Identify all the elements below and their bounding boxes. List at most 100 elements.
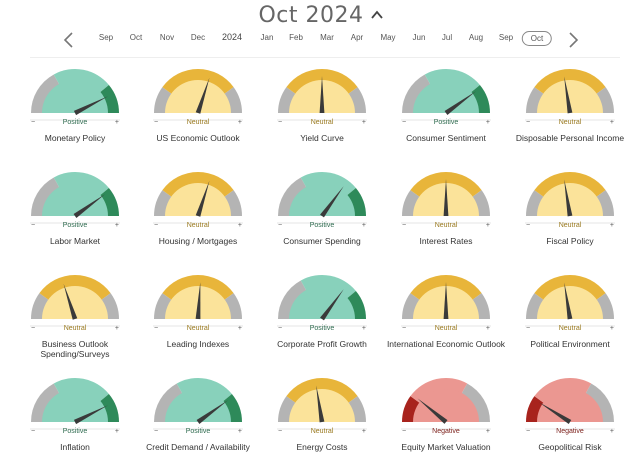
timeline-month[interactable]: Mar bbox=[320, 33, 334, 42]
timeline-month[interactable]: Oct bbox=[521, 31, 553, 46]
indicator-name: Consumer Spending bbox=[283, 236, 361, 246]
indicator-name: Consumer Sentiment bbox=[406, 133, 486, 143]
gauge-needle bbox=[63, 283, 78, 320]
status-label: Neutral bbox=[435, 222, 458, 229]
indicator-gauge[interactable]: Positive − + Consumer Sentiment bbox=[391, 68, 501, 158]
gauge-dial: Neutral − + bbox=[277, 377, 367, 435]
indicator-gauge[interactable]: Neutral − + Leading Indexes bbox=[143, 274, 253, 364]
scale-minus: − bbox=[31, 222, 35, 229]
indicator-gauge[interactable]: Neutral − + International Economic Outlook bbox=[387, 274, 505, 364]
gauge-needle bbox=[564, 179, 573, 217]
gauge-face bbox=[42, 183, 108, 216]
gauge-needle bbox=[195, 282, 201, 320]
scale-minus: − bbox=[526, 325, 530, 332]
scale-plus: + bbox=[238, 222, 242, 229]
timeline-month[interactable]: Aug bbox=[468, 33, 484, 42]
indicator-name: Equity Market Valuation bbox=[401, 442, 491, 452]
timeline-month[interactable]: Sep bbox=[98, 33, 114, 42]
indicator-gauge[interactable]: Neutral − + Business Outlook Spending/Surve… bbox=[20, 274, 130, 364]
gauge-face bbox=[289, 286, 355, 319]
scale-plus: + bbox=[362, 325, 366, 332]
gauge-needle bbox=[417, 398, 448, 424]
indicator-gauge[interactable]: Neutral − + Interest Rates bbox=[391, 171, 501, 261]
gauge-dial: Positive − + bbox=[277, 171, 367, 229]
indicator-name: Labor Market bbox=[49, 236, 101, 246]
status-label: Neutral bbox=[64, 325, 87, 332]
timeline-month[interactable]: Apr bbox=[350, 33, 364, 42]
scale-minus: − bbox=[154, 222, 158, 229]
indicator-name: Energy Costs bbox=[296, 442, 348, 452]
indicator-name: International Economic Outlook bbox=[386, 339, 506, 349]
timeline-month[interactable]: Jan bbox=[260, 33, 274, 42]
gauge-needle bbox=[195, 77, 210, 114]
scale-minus: − bbox=[278, 325, 282, 332]
indicator-gauge[interactable]: Positive − + Credit Demand / Availability bbox=[143, 377, 253, 467]
gauge-face bbox=[537, 389, 603, 422]
indicator-gauge[interactable]: Positive − + Consumer Spending bbox=[267, 171, 377, 261]
indicator-name: Fiscal Policy bbox=[546, 236, 594, 246]
indicator-gauge[interactable]: Neutral − + Disposable Personal Income bbox=[515, 68, 625, 158]
chevron-right-icon[interactable] bbox=[566, 31, 580, 49]
page-title: Oct 2024 bbox=[258, 2, 364, 28]
gauge-needle bbox=[444, 91, 476, 115]
scale-minus: − bbox=[31, 428, 35, 435]
indicator-gauge[interactable]: Neutral − + Political Environment bbox=[515, 274, 625, 364]
indicator-gauge[interactable]: Neutral − + Housing / Mortgages bbox=[143, 171, 253, 261]
gauge-dial: Neutral − + bbox=[153, 274, 243, 332]
gauge-needle bbox=[538, 402, 572, 425]
scale-plus: + bbox=[362, 119, 366, 126]
scale-plus: + bbox=[115, 222, 119, 229]
timeline-month[interactable]: Dec bbox=[190, 33, 206, 42]
gauge-needle bbox=[320, 186, 344, 218]
indicator-name: Leading Indexes bbox=[166, 339, 230, 349]
indicator-gauge[interactable]: Negative − + Equity Market Valuation bbox=[391, 377, 501, 467]
indicator-gauge[interactable]: Neutral − + US Economic Outlook bbox=[143, 68, 253, 158]
indicator-name: Corporate Profit Growth bbox=[277, 339, 367, 349]
scale-plus: + bbox=[115, 119, 119, 126]
scale-minus: − bbox=[402, 325, 406, 332]
indicator-gauge[interactable]: Positive − + Corporate Profit Growth bbox=[267, 274, 377, 364]
scale-minus: − bbox=[278, 428, 282, 435]
indicator-gauge[interactable]: Neutral − + Energy Costs bbox=[267, 377, 377, 467]
gauge-face bbox=[413, 80, 479, 113]
scale-minus: − bbox=[154, 325, 158, 332]
gauge-dial: Neutral − + bbox=[401, 274, 491, 332]
timeline-month[interactable]: Oct bbox=[129, 33, 143, 42]
status-label: Neutral bbox=[187, 222, 210, 229]
gauge-face bbox=[165, 183, 231, 216]
indicator-gauge[interactable]: Positive − + Monetary Policy bbox=[20, 68, 130, 158]
status-label: Positive bbox=[434, 119, 459, 126]
gauge-dial: Neutral − + bbox=[153, 171, 243, 229]
chevron-up-icon[interactable] bbox=[370, 8, 384, 22]
timeline-month[interactable]: Jul bbox=[441, 33, 453, 42]
indicator-gauge[interactable]: Positive − + Inflation bbox=[20, 377, 130, 467]
indicator-gauge[interactable]: Positive − + Labor Market bbox=[20, 171, 130, 261]
timeline-month[interactable]: Feb bbox=[289, 33, 303, 42]
indicator-gauge[interactable]: Neutral − + Fiscal Policy bbox=[515, 171, 625, 261]
timeline-month[interactable]: Sep bbox=[498, 33, 514, 42]
gauge-dial: Neutral − + bbox=[401, 171, 491, 229]
gauge-dial: Neutral − + bbox=[525, 68, 615, 126]
indicator-name: Inflation bbox=[60, 442, 90, 452]
gauge-needle bbox=[73, 96, 108, 116]
status-label: Neutral bbox=[559, 119, 582, 126]
timeline-month[interactable]: May bbox=[380, 33, 396, 42]
status-label: Neutral bbox=[559, 222, 582, 229]
indicator-gauge[interactable]: Neutral − + Yield Curve bbox=[267, 68, 377, 158]
timeline-year[interactable]: 2024 bbox=[221, 32, 243, 42]
indicator-name: Political Environment bbox=[530, 339, 610, 349]
indicator-name: Yield Curve bbox=[300, 133, 344, 143]
status-label: Negative bbox=[432, 428, 460, 435]
gauge-needle bbox=[195, 180, 210, 217]
scale-minus: − bbox=[526, 428, 530, 435]
indicator-name: Housing / Mortgages bbox=[158, 236, 238, 246]
chevron-left-icon[interactable] bbox=[62, 31, 76, 49]
gauge-dial: Positive − + bbox=[30, 377, 120, 435]
status-label: Neutral bbox=[187, 119, 210, 126]
scale-plus: + bbox=[610, 325, 614, 332]
scale-minus: − bbox=[402, 428, 406, 435]
indicator-gauge[interactable]: Negative − + Geopolitical Risk bbox=[515, 377, 625, 467]
gauge-dial: Neutral − + bbox=[30, 274, 120, 332]
timeline-month[interactable]: Jun bbox=[412, 33, 426, 42]
timeline-month[interactable]: Nov bbox=[159, 33, 175, 42]
